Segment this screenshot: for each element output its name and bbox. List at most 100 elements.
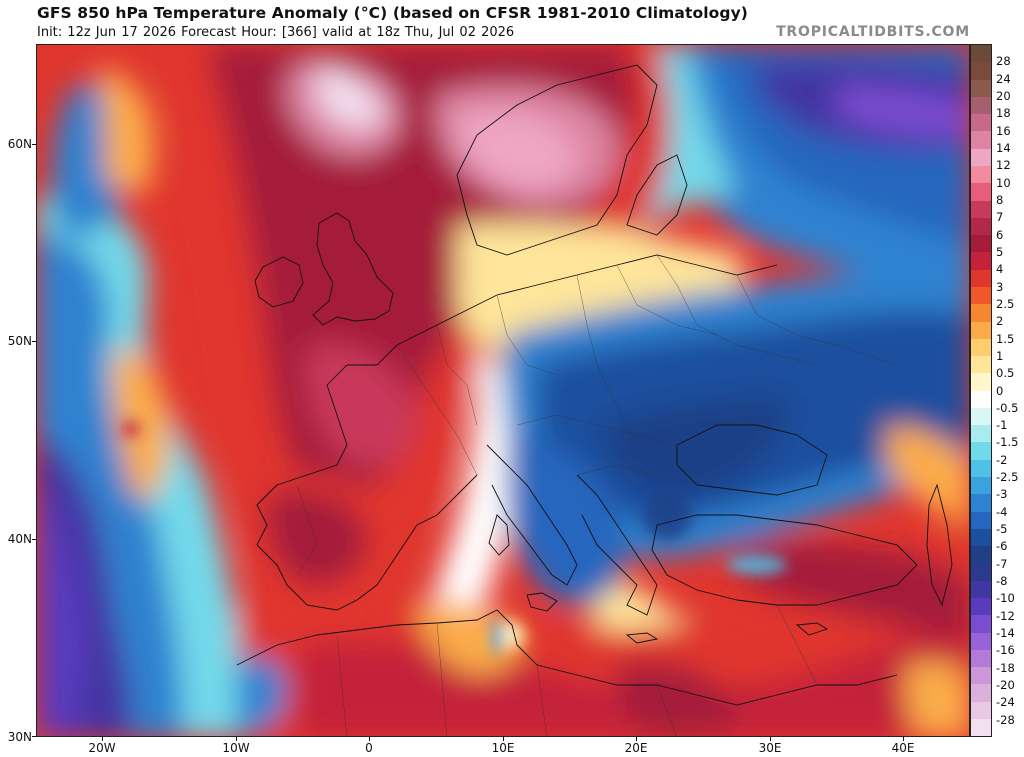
colorbar-segment bbox=[971, 390, 991, 408]
colorbar-label: -10 bbox=[996, 591, 1015, 606]
colorbar-label: 18 bbox=[996, 106, 1011, 121]
lon-tick bbox=[770, 737, 771, 741]
colorbar-segment bbox=[971, 338, 991, 357]
colorbar-segment bbox=[971, 580, 991, 598]
lon-tick bbox=[503, 737, 504, 741]
colorbar-label: 12 bbox=[996, 158, 1011, 173]
colorbar-segment bbox=[971, 183, 991, 201]
colorbar-segment bbox=[971, 684, 991, 702]
colorbar-segment bbox=[971, 442, 991, 460]
colorbar-label: 1 bbox=[996, 348, 1004, 363]
lon-tick bbox=[636, 737, 637, 741]
colorbar-segment bbox=[971, 563, 991, 581]
colorbar-label: -4 bbox=[996, 504, 1008, 519]
colorbar-segment bbox=[971, 511, 991, 529]
map-subtitle: Init: 12z Jun 17 2026 Forecast Hour: [36… bbox=[37, 25, 515, 40]
colorbar-label: 4 bbox=[996, 262, 1004, 277]
colorbar-segment bbox=[971, 632, 991, 650]
colorbar-segment bbox=[971, 528, 991, 547]
lat-tick bbox=[32, 341, 36, 342]
colorbar-segment bbox=[971, 701, 991, 719]
colorbar-segment bbox=[971, 718, 991, 737]
colorbar-label: 0 bbox=[996, 383, 1004, 398]
colorbar-segment bbox=[971, 96, 991, 115]
lon-tick bbox=[903, 737, 904, 741]
colorbar-segment bbox=[971, 235, 991, 253]
colorbar-label: 7 bbox=[996, 210, 1004, 225]
colorbar-label: -8 bbox=[996, 574, 1008, 589]
site-watermark: TROPICALTIDBITS.COM bbox=[776, 24, 970, 40]
colorbar-label: -5 bbox=[996, 522, 1008, 537]
colorbar-label: 1.5 bbox=[996, 331, 1015, 346]
colorbar-segment bbox=[971, 598, 991, 616]
colorbar-segment bbox=[971, 321, 991, 339]
colorbar-segment bbox=[971, 62, 991, 80]
colorbar-segment bbox=[971, 649, 991, 668]
colorbar-segment bbox=[971, 477, 991, 495]
colorbar-segment bbox=[971, 494, 991, 512]
colorbar-label: 24 bbox=[996, 71, 1011, 86]
colorbar-label: -1.5 bbox=[996, 435, 1019, 450]
colorbar-segment bbox=[971, 304, 991, 322]
colorbar-label: 14 bbox=[996, 140, 1011, 155]
colorbar-segment bbox=[971, 217, 991, 236]
colorbar-label: -6 bbox=[996, 539, 1008, 554]
colorbar-label: 8 bbox=[996, 192, 1004, 207]
colorbar-segment bbox=[971, 200, 991, 218]
colorbar-label: 28 bbox=[996, 54, 1011, 69]
anomaly-map bbox=[36, 44, 970, 737]
country-borders bbox=[296, 254, 898, 736]
colorbar-segment bbox=[971, 286, 991, 305]
colorbar-segment bbox=[971, 269, 991, 287]
lon-tick bbox=[369, 737, 370, 741]
colorbar-segment bbox=[971, 114, 991, 132]
colorbar-label: 5 bbox=[996, 244, 1004, 259]
colorbar-label: -16 bbox=[996, 643, 1015, 658]
lat-label-60n: 60N bbox=[7, 137, 32, 151]
lat-tick bbox=[32, 539, 36, 540]
colorbar-segment bbox=[971, 373, 991, 391]
colorbar-segment bbox=[971, 252, 991, 270]
colorbar-label: 0.5 bbox=[996, 366, 1015, 381]
colorbar-segment bbox=[971, 615, 991, 633]
lat-label-30n: 30N bbox=[7, 730, 32, 744]
lon-label-20e: 20E bbox=[624, 741, 648, 755]
colorbar-segment bbox=[971, 546, 991, 564]
colorbar-label: -7 bbox=[996, 556, 1008, 571]
lon-label-20w: 20W bbox=[88, 741, 116, 755]
anomaly-field bbox=[37, 45, 969, 736]
colorbar-label: -12 bbox=[996, 608, 1015, 623]
lon-label-10w: 10W bbox=[222, 741, 250, 755]
colorbar-segment bbox=[971, 79, 991, 97]
colorbar-label: -24 bbox=[996, 695, 1015, 710]
colorbar-label: 3 bbox=[996, 279, 1004, 294]
colorbar-segment bbox=[971, 425, 991, 443]
map-title: GFS 850 hPa Temperature Anomaly (°C) (ba… bbox=[37, 4, 748, 22]
lon-label-10e: 10E bbox=[491, 741, 515, 755]
lon-label-0: 0 bbox=[365, 741, 373, 755]
lon-label-40e: 40E bbox=[891, 741, 915, 755]
lat-tick bbox=[32, 736, 36, 737]
colorbar-label: 20 bbox=[996, 88, 1011, 103]
lon-label-30e: 30E bbox=[758, 741, 782, 755]
colorbar-segment-cap bbox=[971, 45, 991, 63]
colorbar-segment bbox=[971, 131, 991, 149]
colorbar-label: -2 bbox=[996, 452, 1008, 467]
colorbar-segment bbox=[971, 407, 991, 426]
colorbar-label: 6 bbox=[996, 227, 1004, 242]
colorbar-label: -2.5 bbox=[996, 470, 1019, 485]
colorbar-segment bbox=[971, 165, 991, 184]
colorbar-segment bbox=[971, 356, 991, 374]
colorbar-segment bbox=[971, 667, 991, 685]
colorbar-label: 10 bbox=[996, 175, 1011, 190]
lat-label-50n: 50N bbox=[7, 334, 32, 348]
colorbar-segment bbox=[971, 148, 991, 166]
lon-tick bbox=[236, 737, 237, 741]
colorbar-label: 2 bbox=[996, 314, 1004, 329]
colorbar-label: -14 bbox=[996, 626, 1015, 641]
colorbar-segment bbox=[971, 459, 991, 478]
colorbar-label: -18 bbox=[996, 660, 1015, 675]
colorbar-label: -0.5 bbox=[996, 400, 1019, 415]
colorbar-label: -1 bbox=[996, 418, 1008, 433]
colorbar-label: -20 bbox=[996, 678, 1015, 693]
